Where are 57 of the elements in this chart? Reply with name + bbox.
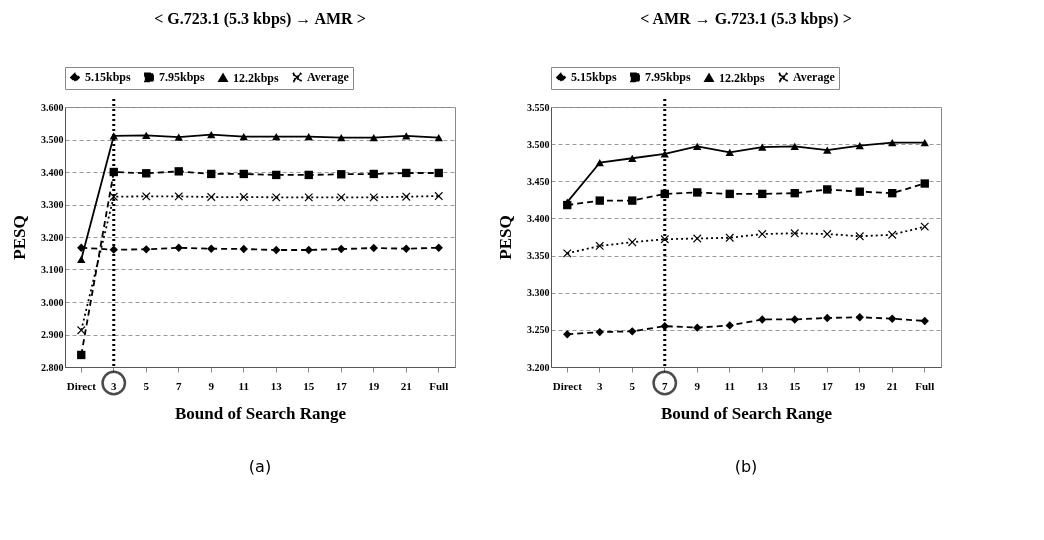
x-tick-label: 9 bbox=[208, 379, 215, 392]
legend-label: 12.2kbps bbox=[233, 70, 280, 85]
x-axis-title: Bound of Search Range bbox=[174, 403, 347, 423]
legend-label: 7.95kbps bbox=[645, 70, 692, 85]
y-tick-label: 3.500 bbox=[41, 134, 64, 145]
text: (b) bbox=[734, 457, 758, 476]
y-tick-label: 3.200 bbox=[41, 231, 64, 243]
x-axis-title: Bound of Search Range bbox=[660, 403, 833, 423]
x-tick-label: 7 bbox=[176, 379, 182, 392]
x-tick-label: 11 bbox=[724, 379, 735, 392]
x-tick-label: Full bbox=[915, 379, 935, 392]
y-tick-label: 3.600 bbox=[41, 101, 64, 113]
x-tick-label: 19 bbox=[368, 379, 380, 392]
chart-title: < AMR → G.723.1 (5.3 kbps) > bbox=[640, 9, 852, 28]
legend-label: 12.2kbps bbox=[719, 70, 766, 85]
x-tick-label: Direct bbox=[66, 379, 97, 392]
x-tick-label: 19 bbox=[854, 379, 866, 392]
x-tick-label: 17 bbox=[821, 379, 834, 392]
legend-label: 5.15kbps bbox=[571, 70, 618, 85]
legend-label: 5.15kbps bbox=[85, 70, 132, 85]
y-tick-label: 3.000 bbox=[41, 296, 64, 308]
y-axis-title: PESQ bbox=[10, 215, 29, 260]
x-tick-label: 7 bbox=[662, 379, 668, 392]
x-tick-label: 3 bbox=[111, 379, 117, 392]
x-tick-label: 5 bbox=[629, 379, 636, 392]
x-tick-label: 5 bbox=[143, 379, 150, 392]
x-tick-label: 13 bbox=[270, 379, 283, 392]
legend-label: Average bbox=[307, 70, 350, 85]
y-tick-label: 3.500 bbox=[527, 138, 550, 150]
x-tick-label: 9 bbox=[694, 379, 701, 392]
y-tick-label: 3.400 bbox=[41, 166, 64, 178]
text: (a) bbox=[248, 457, 272, 476]
x-tick-label: Direct bbox=[552, 379, 583, 392]
y-axis-title: PESQ bbox=[496, 215, 515, 260]
legend-label: Average bbox=[793, 70, 836, 85]
x-tick-label: 3 bbox=[597, 379, 603, 392]
x-tick-label: 17 bbox=[335, 379, 348, 392]
y-tick-label: 3.300 bbox=[527, 287, 550, 299]
legend-label: 7.95kbps bbox=[159, 70, 206, 85]
y-tick-label: 3.550 bbox=[527, 101, 550, 113]
chart-title: < G.723.1 (5.3 kbps) → AMR > bbox=[154, 9, 366, 28]
y-tick-label: 3.350 bbox=[527, 250, 550, 262]
x-tick-label: 15 bbox=[789, 379, 801, 392]
x-tick-label: 15 bbox=[303, 379, 315, 392]
x-tick-label: 21 bbox=[400, 379, 412, 392]
y-tick-label: 3.250 bbox=[527, 324, 550, 336]
x-tick-label: Full bbox=[429, 379, 449, 392]
y-tick-label: 3.200 bbox=[527, 361, 550, 373]
x-tick-label: 21 bbox=[886, 379, 898, 392]
x-tick-label: 11 bbox=[238, 379, 249, 392]
y-tick-label: 2.900 bbox=[41, 329, 64, 340]
y-tick-label: 3.400 bbox=[527, 212, 550, 224]
y-tick-label: 3.450 bbox=[527, 175, 550, 187]
y-tick-label: 2.800 bbox=[41, 361, 64, 373]
x-tick-label: 13 bbox=[756, 379, 769, 392]
y-tick-label: 3.100 bbox=[41, 264, 64, 275]
y-tick-label: 3.300 bbox=[41, 199, 64, 210]
